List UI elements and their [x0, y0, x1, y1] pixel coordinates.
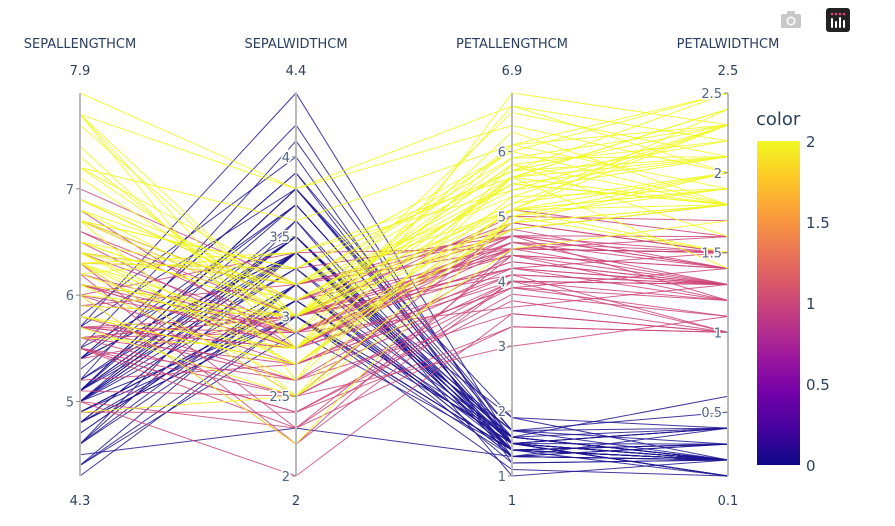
data-lines — [79, 92, 729, 477]
data-line-135 — [79, 113, 729, 318]
tick-label: 1.5 — [701, 247, 722, 262]
tick-label: 2.5 — [701, 87, 722, 102]
colorbar: color 0 0.5 1 1.5 2 — [756, 109, 830, 475]
axis-sepalwidthcm[interactable]: SEPALWIDTHCM 4.4 22 2.5 3 3.5 4 — [244, 37, 347, 509]
data-line-95 — [79, 267, 729, 328]
axis-max-label: 7.9 — [70, 64, 91, 79]
data-line-10 — [79, 204, 729, 461]
axis-min-label: 4.3 — [70, 494, 91, 509]
data-line-48 — [79, 204, 729, 461]
data-line-111 — [79, 188, 729, 365]
data-line-122 — [79, 105, 729, 350]
data-line-121 — [79, 172, 729, 349]
data-line-134 — [79, 176, 729, 381]
data-line-93 — [79, 326, 729, 429]
colorbar-title: color — [756, 109, 801, 130]
axis-max-label: 6.9 — [502, 64, 523, 79]
data-line-99 — [79, 274, 729, 349]
axis-title[interactable]: SEPALWIDTHCM — [244, 37, 347, 52]
data-line-117 — [79, 105, 729, 190]
data-line-89 — [79, 280, 729, 397]
data-line-13 — [79, 315, 729, 477]
colorbar-gradient — [757, 141, 800, 465]
data-line-37 — [79, 299, 729, 477]
data-line-125 — [79, 150, 729, 286]
axes: SEPALLENGTHCM7.94.3567SEPALWIDTHCM4.4222… — [24, 37, 780, 509]
axis-petallengthcm[interactable]: PETALLENGTHCM 6.9 11 2 3 4 5 6 — [456, 37, 568, 509]
data-line-129 — [79, 163, 729, 318]
axis-title[interactable]: PETALLENGTHCM — [456, 37, 568, 52]
data-line-100 — [79, 92, 729, 270]
axis-max-label: 2.5 — [718, 64, 739, 79]
tick-label: 3 — [498, 340, 506, 355]
tick-label: 5 — [498, 210, 506, 225]
data-line-79 — [79, 313, 729, 381]
tick-label: 2 — [498, 405, 506, 420]
colorbar-tick-label: 1.5 — [806, 214, 830, 232]
tick-label: 5 — [66, 396, 74, 411]
camera-button[interactable] — [779, 8, 803, 32]
data-line-141 — [79, 124, 729, 302]
tick-label: 4 — [498, 275, 506, 290]
data-line-148 — [79, 124, 729, 275]
data-line-87 — [79, 254, 729, 429]
tick-label: 1 — [498, 470, 506, 485]
axis-title[interactable]: PETALWIDTHCM — [677, 37, 780, 52]
camera-icon — [781, 11, 801, 28]
data-line-149 — [79, 204, 729, 317]
colorbar-tick-label: 1 — [806, 295, 816, 313]
data-line-138 — [79, 204, 729, 317]
axis-petalwidthcm[interactable]: PETALWIDTHCM 2.5 0.1 0.5 1 1.5 2 2.5 — [677, 37, 780, 509]
data-line-140 — [79, 108, 729, 302]
axis-sepallengthcm[interactable]: SEPALLENGTHCM 7.9 4.3 5 6 7 — [24, 37, 136, 509]
colorbar-tick-label: 2 — [806, 133, 816, 151]
data-line-41 — [79, 427, 729, 458]
tick-label: 0.5 — [701, 406, 722, 421]
data-line-43 — [79, 235, 729, 438]
data-line-131 — [79, 92, 729, 190]
axis-min-label: 0.1 — [718, 494, 739, 509]
data-line-46 — [79, 188, 729, 461]
tick-label: 3 — [282, 310, 290, 325]
tick-label: 4 — [282, 151, 290, 166]
data-line-109 — [79, 92, 729, 222]
tick-label: 6 — [66, 289, 74, 304]
colorbar-tick-label: 0.5 — [806, 376, 830, 394]
data-line-98 — [79, 315, 729, 397]
tick-label: 2.5 — [269, 390, 290, 405]
tick-label: 2 — [282, 470, 290, 485]
data-line-146 — [79, 188, 729, 397]
axis-min-label: 1 — [508, 494, 516, 509]
plotly-logo-icon — [826, 8, 850, 32]
data-line-97 — [79, 261, 729, 333]
tick-label: 7 — [66, 183, 74, 198]
tick-label: 2 — [714, 167, 722, 182]
axis-title[interactable]: SEPALLENGTHCM — [24, 37, 136, 52]
tick-label: 3.5 — [269, 231, 290, 246]
data-line-42 — [79, 283, 729, 466]
data-line-142 — [79, 188, 729, 365]
plotly-logo-button[interactable] — [826, 8, 850, 32]
axis-max-label: 4.4 — [286, 64, 307, 79]
colorbar-tick-label: 0 — [806, 457, 816, 475]
data-line-90 — [79, 254, 729, 381]
tick-label: 6 — [498, 145, 506, 160]
data-line-147 — [79, 172, 729, 317]
data-line-119 — [79, 215, 729, 445]
data-line-137 — [79, 183, 729, 302]
axis-min-label: 2 — [292, 494, 300, 509]
data-line-81 — [79, 300, 729, 413]
tick-label: 1 — [714, 326, 722, 341]
data-line-144 — [79, 92, 729, 270]
